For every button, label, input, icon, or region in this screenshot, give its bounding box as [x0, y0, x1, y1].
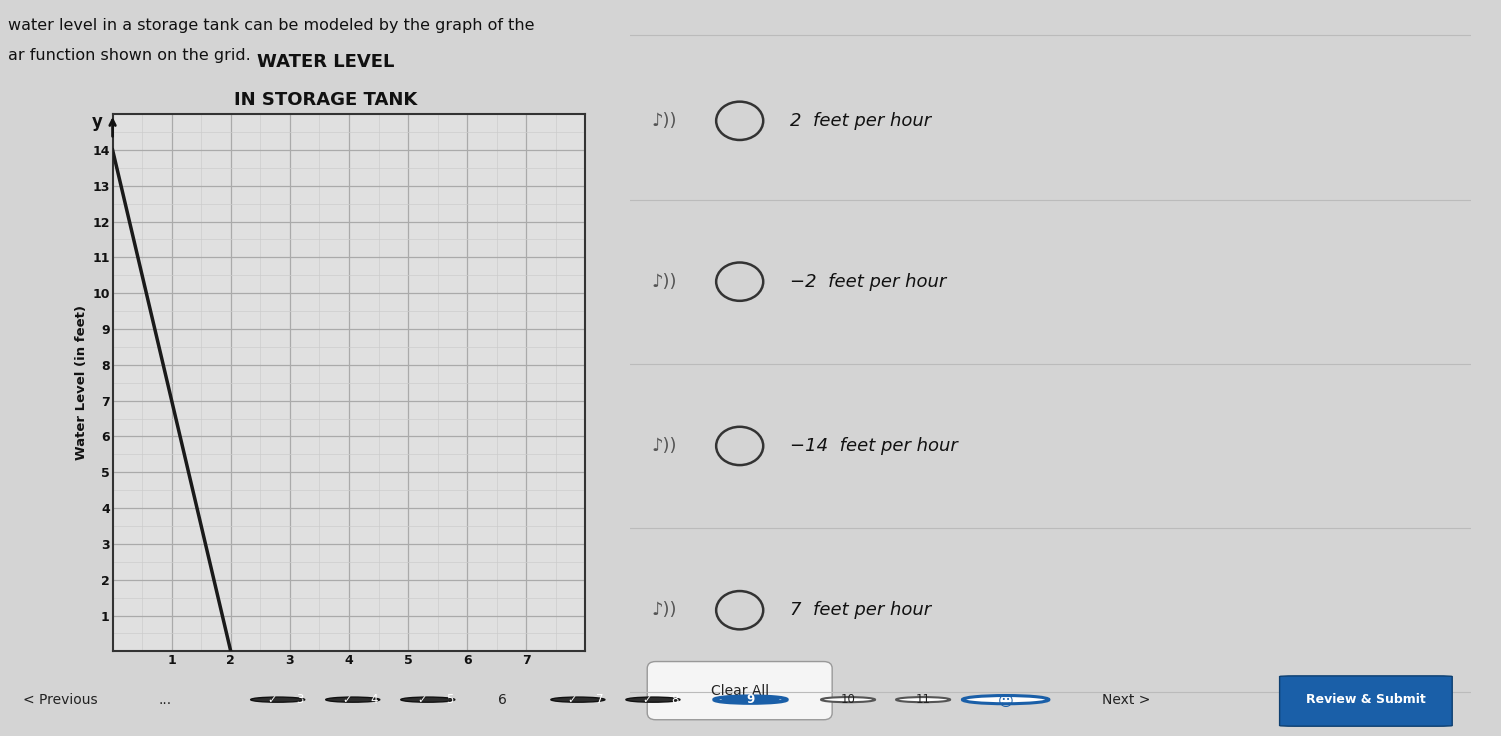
- Text: ar function shown on the grid.: ar function shown on the grid.: [8, 48, 251, 63]
- Text: −14  feet per hour: −14 feet per hour: [790, 437, 958, 455]
- Ellipse shape: [722, 697, 779, 702]
- Text: 3: 3: [296, 693, 303, 706]
- Text: ☺: ☺: [998, 693, 1013, 709]
- Text: WATER LEVEL: WATER LEVEL: [257, 53, 395, 71]
- Text: 9: 9: [746, 693, 755, 706]
- Text: ♪)): ♪)): [651, 601, 677, 619]
- Text: 2  feet per hour: 2 feet per hour: [790, 112, 931, 130]
- Ellipse shape: [821, 697, 875, 702]
- Text: ✓: ✓: [567, 695, 576, 704]
- Text: 4: 4: [371, 693, 378, 706]
- Text: ♪)): ♪)): [651, 437, 677, 455]
- Text: 11: 11: [916, 693, 931, 706]
- Text: ✓: ✓: [342, 695, 351, 704]
- Text: 8: 8: [671, 693, 678, 706]
- Ellipse shape: [551, 697, 605, 702]
- Text: Review & Submit: Review & Submit: [1306, 693, 1426, 706]
- Text: ♪)): ♪)): [651, 272, 677, 291]
- FancyBboxPatch shape: [1279, 676, 1453, 726]
- Ellipse shape: [401, 697, 455, 702]
- Y-axis label: Water Level (in feet): Water Level (in feet): [75, 305, 89, 460]
- Text: 7  feet per hour: 7 feet per hour: [790, 601, 931, 619]
- Text: Clear All: Clear All: [710, 684, 769, 698]
- Text: IN STORAGE TANK: IN STORAGE TANK: [234, 91, 417, 109]
- Ellipse shape: [626, 697, 680, 702]
- Text: 6: 6: [498, 693, 507, 707]
- FancyBboxPatch shape: [647, 662, 832, 720]
- Text: ♪)): ♪)): [651, 112, 677, 130]
- Ellipse shape: [962, 696, 1049, 704]
- Text: −2  feet per hour: −2 feet per hour: [790, 272, 946, 291]
- Ellipse shape: [251, 697, 305, 702]
- Ellipse shape: [326, 697, 380, 702]
- Text: < Previous: < Previous: [23, 693, 98, 707]
- Ellipse shape: [896, 697, 950, 702]
- Text: water level in a storage tank can be modeled by the graph of the: water level in a storage tank can be mod…: [8, 18, 534, 33]
- Text: 10: 10: [841, 693, 856, 706]
- Ellipse shape: [714, 696, 787, 703]
- Text: 5: 5: [446, 693, 453, 706]
- Text: ✓: ✓: [417, 695, 426, 704]
- Text: y: y: [92, 113, 102, 130]
- Text: ...: ...: [159, 693, 171, 707]
- Text: ✓: ✓: [267, 695, 276, 704]
- Text: Next >: Next >: [1102, 693, 1150, 707]
- Text: 7: 7: [596, 693, 603, 706]
- Text: ✓: ✓: [642, 695, 651, 704]
